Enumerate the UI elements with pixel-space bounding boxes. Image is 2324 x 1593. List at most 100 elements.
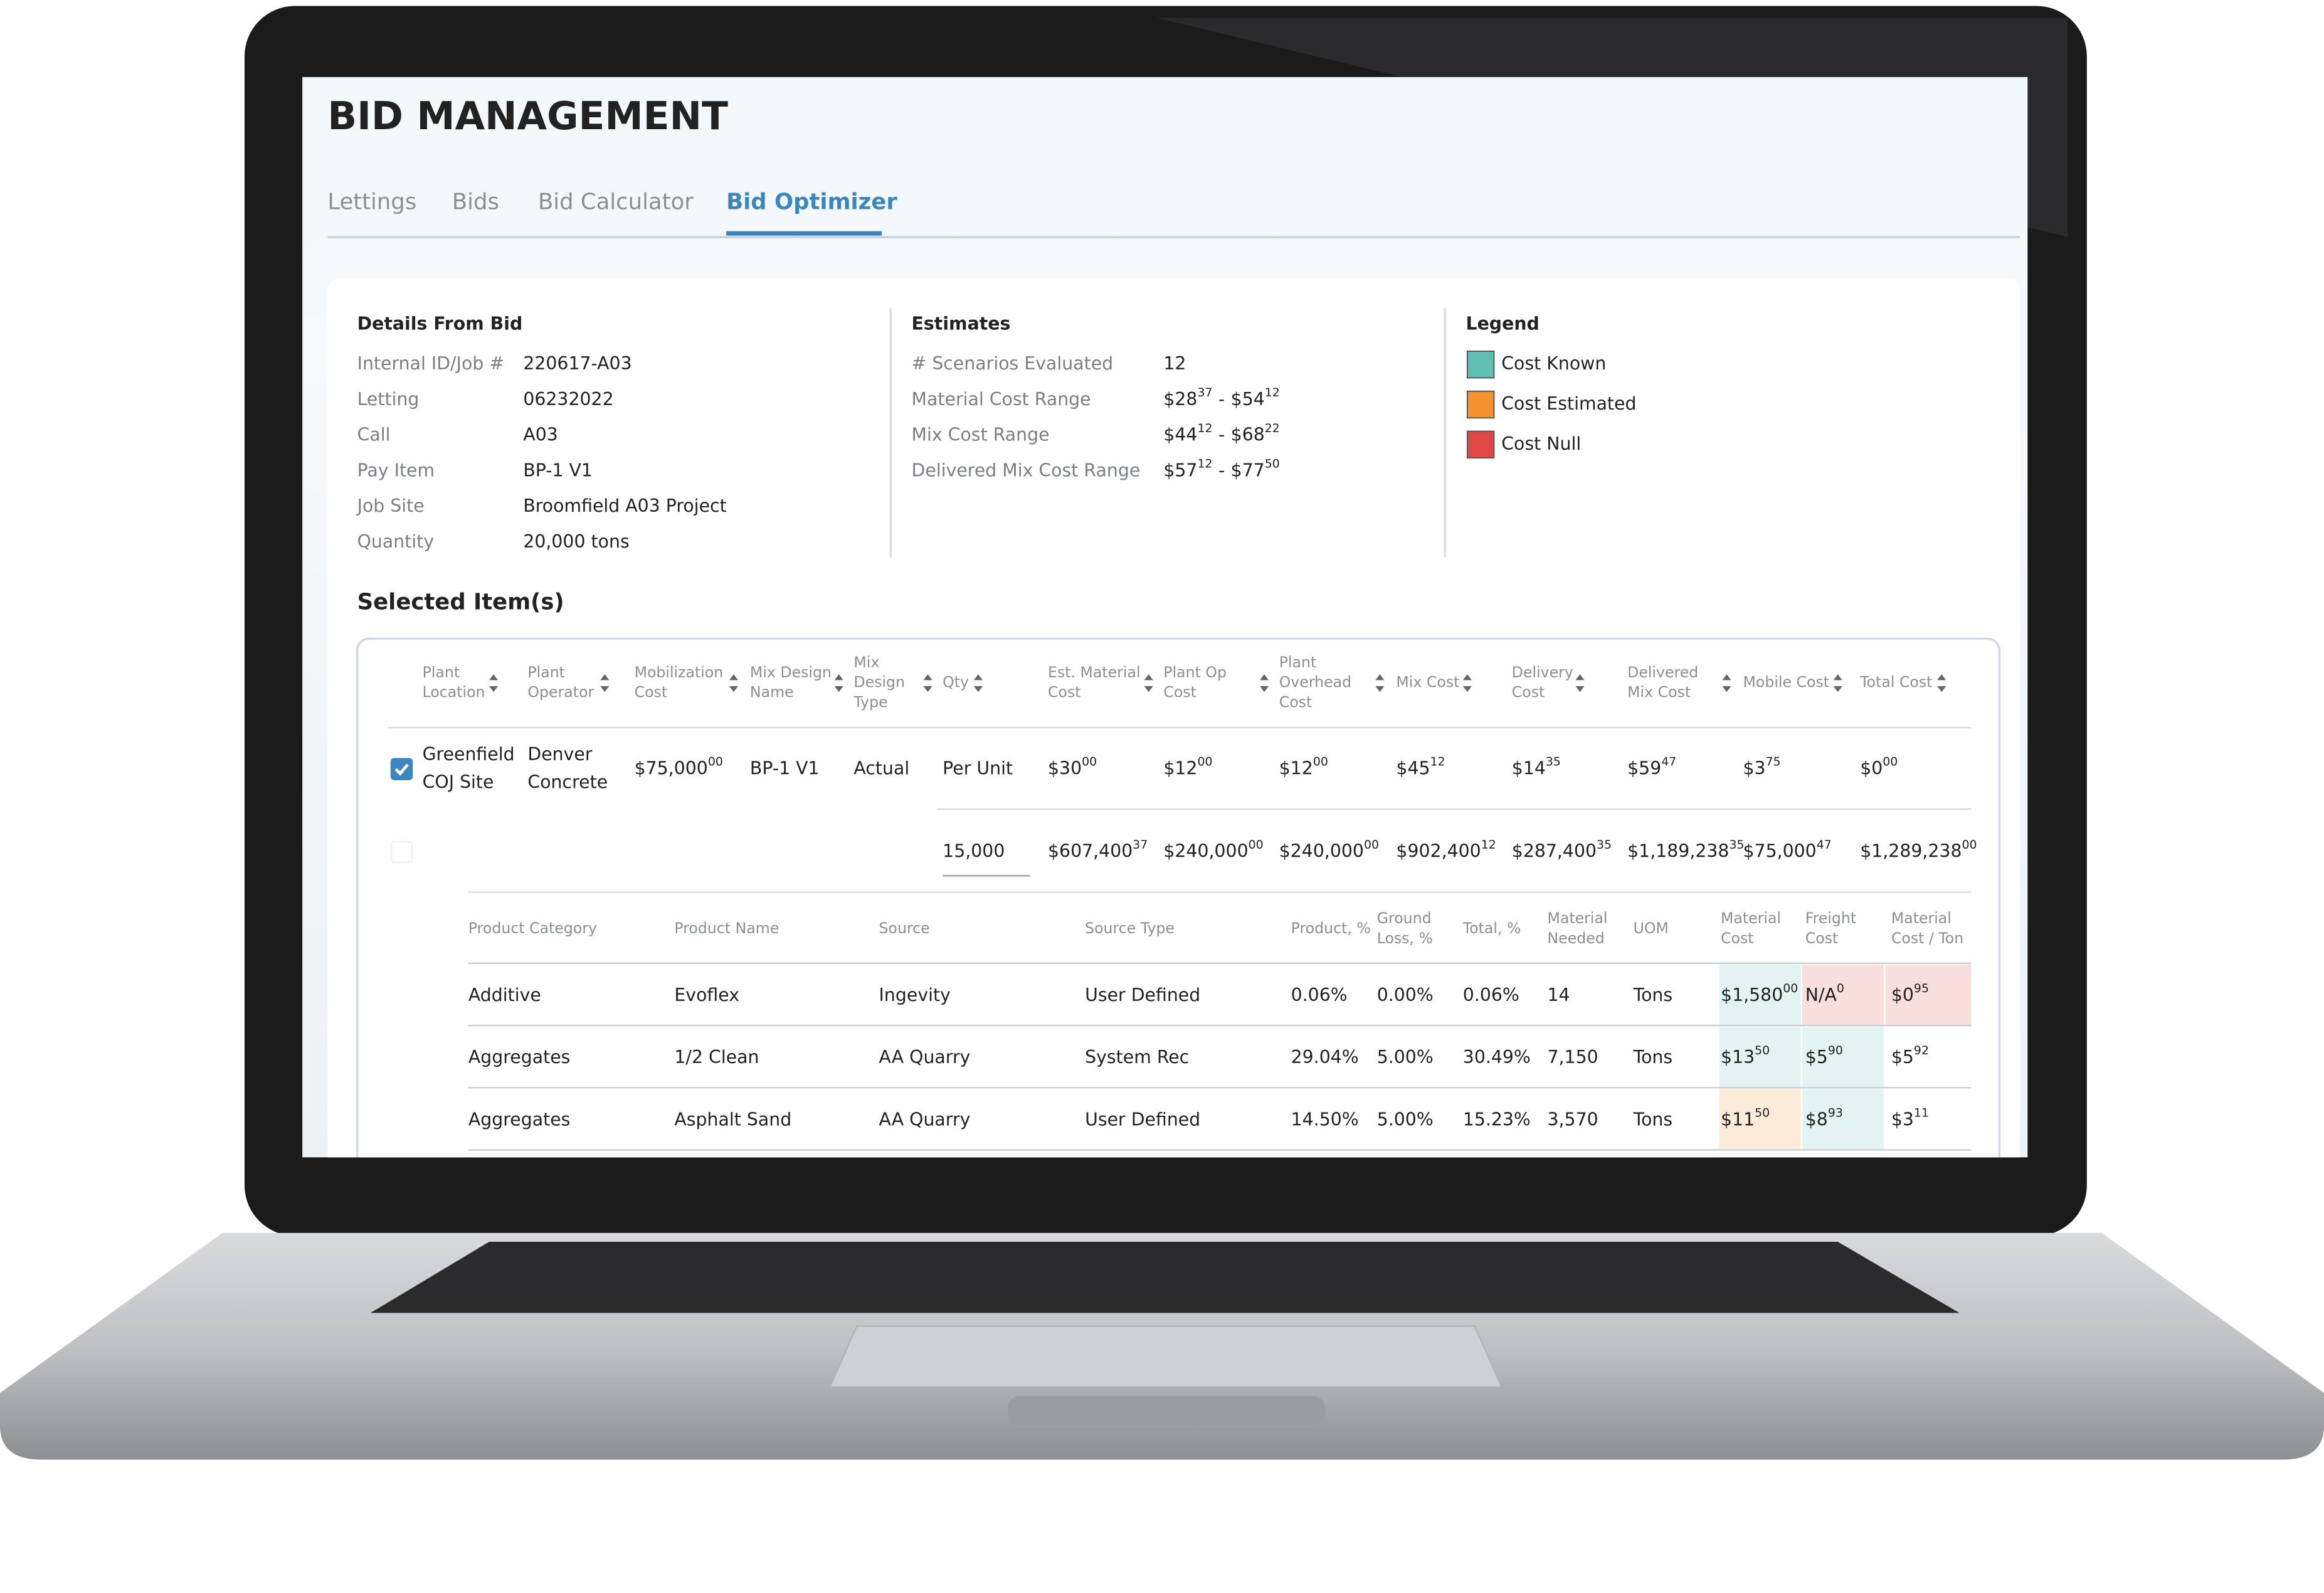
sort-icon[interactable]: [1462, 674, 1472, 692]
column-header: Loss, %: [1377, 929, 1433, 947]
cost-status: [1719, 1027, 1801, 1088]
legend-swatch: [1466, 430, 1495, 459]
table-cell: 29.04%: [1291, 1047, 1359, 1067]
column-header: Est. Material: [1048, 664, 1141, 681]
column-header: Total Cost: [1859, 674, 1932, 691]
total-cell: $240,00000: [1163, 837, 1263, 861]
cents: 37: [1197, 386, 1212, 400]
cost-range: $5712- $7750: [1163, 457, 1279, 480]
field-value: Broomfield A03 Project: [523, 495, 726, 516]
column-header: Mix: [853, 654, 879, 671]
table-cell: N/A0: [1805, 981, 1844, 1005]
separator: -: [1218, 389, 1225, 410]
tab[interactable]: Bid Optimizer: [726, 189, 897, 215]
cents: 12: [1197, 421, 1212, 435]
section-title: Selected Item(s): [357, 590, 564, 615]
cents: 0: [1837, 981, 1844, 995]
table-cell: $095: [1891, 981, 1929, 1005]
cost-range: $2837- $5412: [1163, 386, 1279, 410]
table-cell: Actual: [853, 758, 909, 778]
table-cell: 0.00%: [1377, 985, 1434, 1005]
sort-icon[interactable]: [1937, 674, 1946, 692]
sort-icon[interactable]: [729, 674, 739, 692]
tab[interactable]: Bids: [452, 189, 499, 215]
field-label: # Scenarios Evaluated: [912, 353, 1114, 374]
amount: $30: [1048, 758, 1082, 778]
amount: $1,289,238: [1860, 841, 1962, 862]
cost-status: [1802, 1089, 1884, 1150]
total-cell: $75,00047: [1743, 837, 1832, 861]
table-cell: Greenfield: [423, 744, 515, 765]
sort-icon[interactable]: [1833, 674, 1842, 692]
table-cell: 7,150: [1548, 1047, 1598, 1067]
table-cell: Ingevity: [879, 985, 951, 1005]
amount: $14: [1512, 758, 1546, 778]
column-header: Design: [853, 674, 905, 691]
sort-icon[interactable]: [1144, 674, 1153, 692]
table-cell: $1350: [1721, 1044, 1770, 1067]
cents: 95: [1914, 981, 1929, 995]
sort-icon[interactable]: [923, 674, 932, 692]
column-header: Ground: [1377, 909, 1432, 927]
amount: $77: [1231, 460, 1265, 480]
column-header: Type: [853, 694, 887, 711]
column-header: Plant: [423, 664, 460, 681]
section-title: Estimates: [912, 313, 1011, 334]
column-header: Material: [1548, 909, 1608, 927]
cents: 47: [1817, 837, 1832, 851]
table-cell: $893: [1805, 1106, 1843, 1130]
sort-icon[interactable]: [1375, 674, 1385, 692]
tab[interactable]: Bid Calculator: [538, 189, 694, 215]
table-cell: 5.00%: [1377, 1047, 1434, 1067]
total-cell: $287,40035: [1512, 837, 1612, 861]
amount: $0: [1860, 758, 1883, 778]
cents: 50: [1755, 1044, 1770, 1057]
legend-swatch: [1466, 351, 1495, 379]
amount: $12: [1279, 758, 1313, 778]
amount: $44: [1163, 425, 1197, 445]
field-label: Job Site: [356, 495, 425, 516]
field-label: Call: [357, 425, 391, 445]
field-label: Letting: [357, 389, 420, 410]
amount: $11: [1721, 1109, 1755, 1130]
table-cell: 1/2 Clean: [674, 1047, 759, 1067]
cents: 37: [1133, 837, 1148, 851]
sort-icon[interactable]: [600, 674, 610, 692]
table-cell: $1150: [1721, 1106, 1770, 1130]
table-cell: User Defined: [1085, 985, 1200, 1005]
column-header: Location: [423, 684, 485, 701]
sort-icon[interactable]: [489, 674, 499, 692]
amount: $13: [1721, 1047, 1755, 1067]
sort-icon[interactable]: [1722, 674, 1731, 692]
field-value: 12: [1163, 353, 1186, 374]
amount: $45: [1396, 758, 1430, 778]
amount: $902,400: [1396, 841, 1481, 862]
cents: 35: [1546, 754, 1561, 768]
table-cell: Aggregates: [468, 1047, 571, 1067]
amount: $28: [1163, 389, 1197, 410]
cents: 00: [1783, 981, 1798, 995]
field-label: Pay Item: [357, 460, 435, 480]
sort-icon[interactable]: [973, 674, 983, 692]
amount: $1,189,238: [1627, 841, 1729, 862]
field-value: 06232022: [523, 389, 613, 410]
table-cell: User Defined: [1085, 1109, 1200, 1130]
field-value: 220617-A03: [523, 353, 631, 374]
legend-label: Cost Known: [1501, 353, 1606, 374]
sort-icon[interactable]: [1259, 674, 1269, 692]
table-cell: 3,570: [1548, 1109, 1598, 1130]
cents: 12: [1430, 754, 1445, 768]
column-header: Cost: [635, 684, 668, 701]
sort-icon[interactable]: [1575, 674, 1585, 692]
sort-icon[interactable]: [834, 674, 843, 692]
column-header: Delivered: [1627, 664, 1698, 681]
cents: 50: [1265, 457, 1280, 470]
legend-label: Cost Estimated: [1501, 393, 1636, 414]
column-header: Plant: [527, 664, 565, 681]
checkbox[interactable]: [390, 758, 413, 781]
column-header: Mobilization: [635, 664, 724, 681]
cost-status: [1885, 965, 1972, 1026]
tab[interactable]: Lettings: [327, 189, 416, 215]
amount: $57: [1163, 460, 1197, 480]
separator: -: [1218, 460, 1225, 480]
